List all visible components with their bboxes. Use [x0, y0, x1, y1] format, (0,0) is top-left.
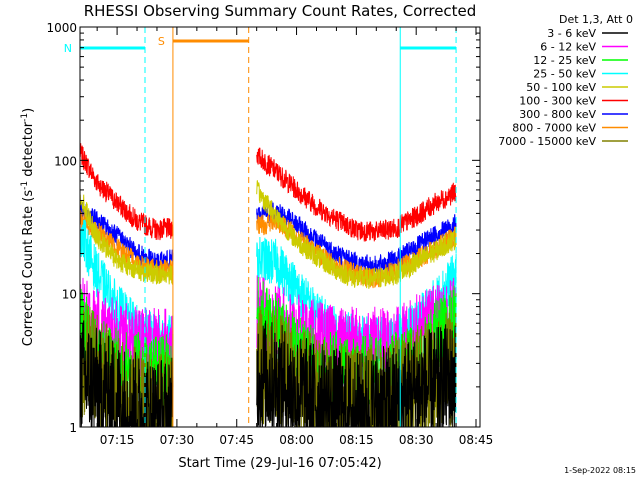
- y-axis-label-part-1: Corrected Count Rate (s: [21, 190, 36, 347]
- series-group: [79, 143, 457, 428]
- x-axis-ticks: 07:15 07:30 07:45 08:00 08:15 08:30 08:45: [96, 27, 494, 447]
- legend-label: 3 - 6 keV: [547, 27, 596, 40]
- chart-title: RHESSI Observing Summary Count Rates, Co…: [84, 2, 477, 20]
- x-tick-label: 08:45: [459, 433, 494, 447]
- y-axis-label-part-2: detector: [21, 121, 36, 181]
- plot-frame: [79, 26, 481, 428]
- y-tick-label: 1000: [46, 21, 77, 35]
- legend-label: 7000 - 15000 keV: [498, 135, 596, 148]
- legend-label: 12 - 25 keV: [533, 54, 596, 67]
- series-line: [79, 194, 174, 285]
- legend-label: 300 - 800 keV: [519, 108, 596, 121]
- y-axis-ticks: 1 10 100 1000: [46, 21, 480, 435]
- x-tick-label: 08:15: [339, 433, 374, 447]
- legend-label: 100 - 300 keV: [519, 95, 596, 108]
- x-tick-label: 07:45: [219, 433, 254, 447]
- x-tick-label: 08:30: [399, 433, 434, 447]
- x-tick-label: 07:15: [100, 433, 135, 447]
- saa-label: S: [158, 35, 165, 48]
- legend-label: 6 - 12 keV: [540, 41, 596, 54]
- y-axis-label-sup-1: -1: [20, 181, 30, 190]
- legend-label: 50 - 100 keV: [526, 81, 596, 94]
- series-line: [79, 143, 174, 241]
- footer-timestamp: 1-Sep-2022 08:15: [564, 466, 636, 475]
- y-axis-label-part-3: ): [21, 108, 36, 113]
- legend-label: 800 - 7000 keV: [512, 122, 596, 135]
- y-tick-label: 1: [69, 421, 77, 435]
- legend-header: Det 1,3, Att 0: [559, 13, 633, 26]
- series-line: [256, 180, 457, 289]
- y-axis-label: Corrected Count Rate (s-1 detector-1): [20, 108, 36, 346]
- y-tick-label: 10: [62, 288, 77, 302]
- y-tick-label: 100: [54, 154, 77, 168]
- night-label: N: [64, 42, 72, 55]
- y-axis-label-sup-2: -1: [20, 113, 30, 122]
- x-tick-label: 08:00: [279, 433, 314, 447]
- series-line: [256, 275, 457, 387]
- legend-label: 25 - 50 keV: [533, 68, 596, 81]
- x-axis-label: Start Time (29-Jul-16 07:05:42): [178, 456, 381, 471]
- series-line: [256, 147, 457, 242]
- x-tick-label: 07:30: [160, 433, 195, 447]
